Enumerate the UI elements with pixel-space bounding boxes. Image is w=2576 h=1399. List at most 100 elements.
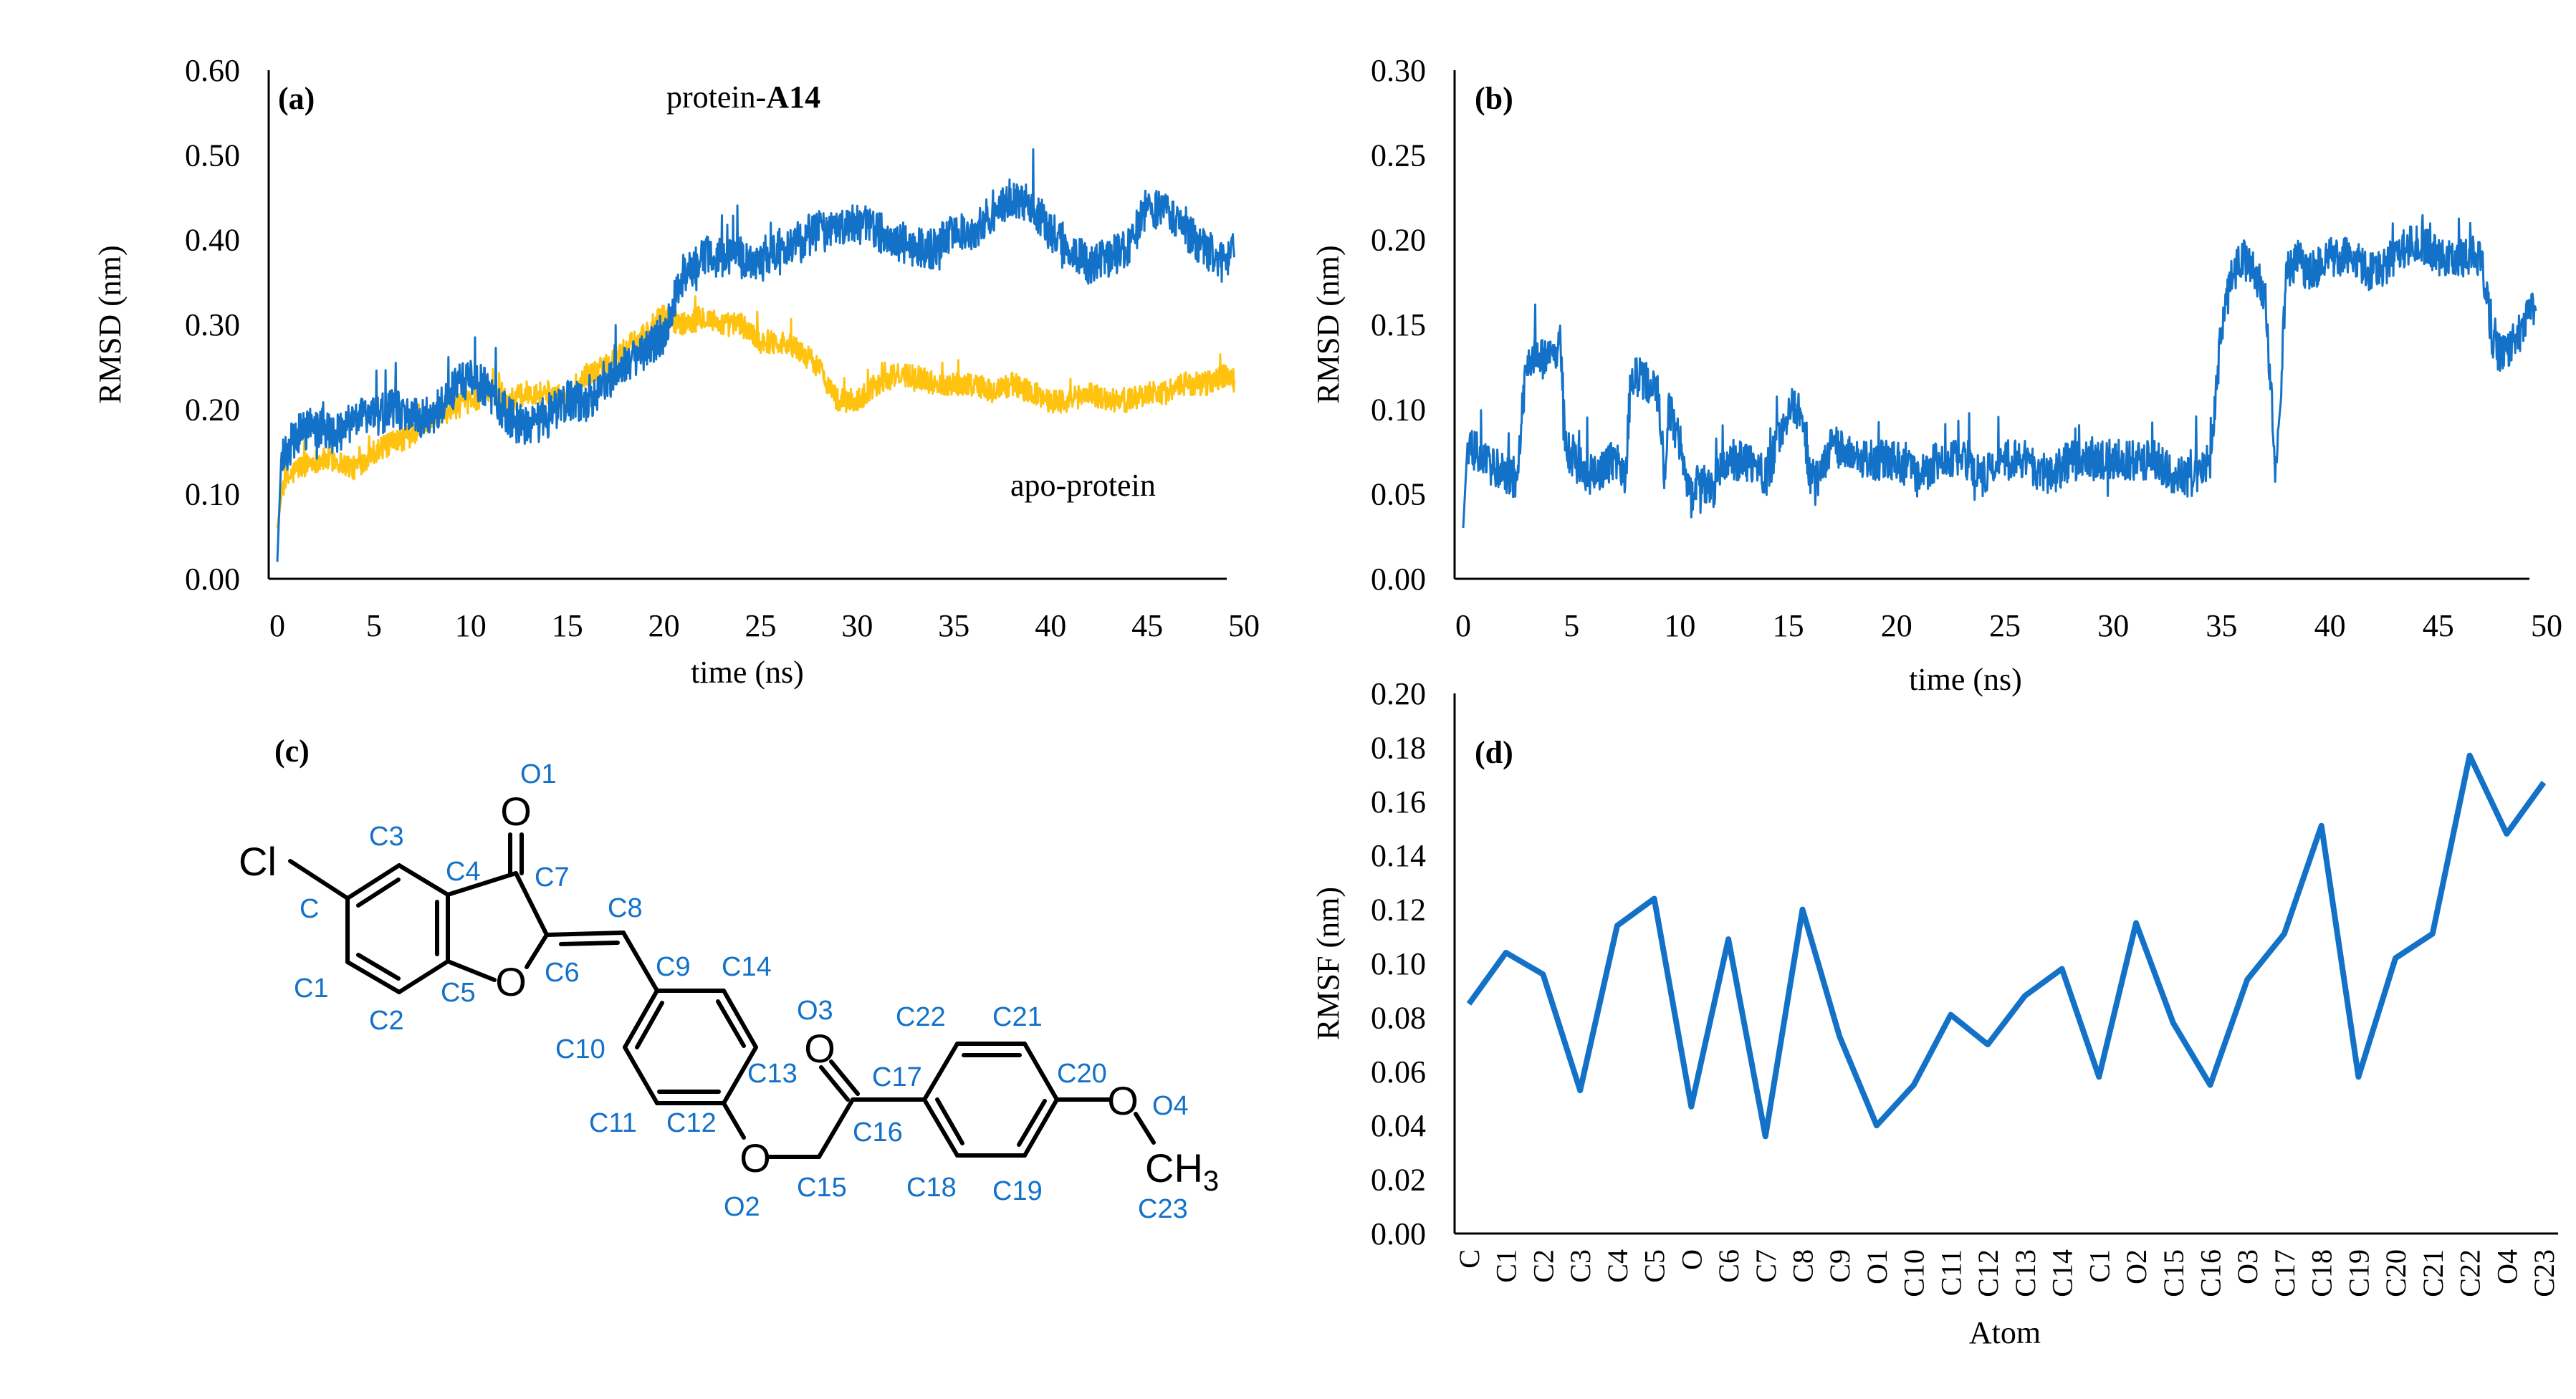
chart-a-y-tick: 0.50 bbox=[185, 138, 240, 173]
label-c14: C14 bbox=[722, 952, 772, 982]
chart-b-x-tick: 40 bbox=[2314, 608, 2346, 643]
chart-a-y-tick: 0.60 bbox=[185, 53, 240, 88]
bond-c12-o2 bbox=[722, 1101, 746, 1140]
molecule-atom-labels: O1 C3 C4 C7 C C8 C1 C6 C9 C14 C2 C5 O3 C… bbox=[294, 759, 1189, 1224]
chart-d-x-tick: C21 bbox=[2417, 1249, 2449, 1297]
chart-d-panel-label: (d) bbox=[1475, 735, 1513, 770]
label-c8: C8 bbox=[608, 893, 643, 923]
label-c1: C1 bbox=[294, 973, 329, 1004]
molecule-bonds bbox=[288, 832, 1156, 1159]
chart-d-x-tick: C2 bbox=[1527, 1249, 1559, 1283]
chart-a-y-tick: 0.30 bbox=[185, 307, 240, 342]
chart-d-y-tick: 0.08 bbox=[1371, 1000, 1426, 1035]
chart-a-annotation-apo-protein: apo-protein bbox=[1010, 468, 1156, 503]
chart-b-y-tick: 0.20 bbox=[1371, 223, 1426, 258]
chart-d-x-tick: O1 bbox=[1861, 1249, 1893, 1284]
chart-a-x-tick: 15 bbox=[552, 608, 583, 643]
label-c20: C20 bbox=[1057, 1059, 1107, 1089]
chart-a-y-tick: 0.40 bbox=[185, 223, 240, 258]
chart-b-series-ligand bbox=[1462, 213, 2537, 529]
atom-o2: O bbox=[739, 1135, 771, 1181]
bond-c4-c7 bbox=[446, 871, 518, 897]
chart-d-y-tick: 0.18 bbox=[1371, 730, 1426, 765]
chart-d-x-tick: C18 bbox=[2306, 1249, 2338, 1297]
label-c3: C3 bbox=[369, 822, 404, 852]
chart-b-x-tick: 15 bbox=[1773, 608, 1804, 643]
bond-c20-c19 bbox=[1023, 1097, 1059, 1158]
chart-d-x-tick: C11 bbox=[1935, 1249, 1967, 1296]
chart-b-series bbox=[1462, 213, 2537, 529]
bond-c10-c9 bbox=[623, 989, 659, 1049]
label-c5: C5 bbox=[441, 978, 476, 1008]
chart-b-y-tick: 0.05 bbox=[1371, 477, 1426, 512]
label-c4: C4 bbox=[446, 857, 481, 887]
chart-a-series bbox=[276, 148, 1235, 562]
bond-ring2-inner-1 bbox=[716, 999, 746, 1048]
molecule-atoms: Cl O O O O O CH3 bbox=[239, 789, 1219, 1197]
chart-a-ylabel: RMSD (nm) bbox=[92, 245, 128, 403]
chart-d-x-tick: O4 bbox=[2491, 1249, 2523, 1284]
bond-c14-c13 bbox=[722, 989, 758, 1049]
chart-d-y-tick: 0.16 bbox=[1371, 784, 1426, 819]
chart-a: 0.00 0.10 0.20 0.30 0.40 0.50 0.60 0 5 10 15 20 25 30… bbox=[92, 53, 1260, 690]
chart-a-x-tick: 50 bbox=[1228, 608, 1260, 643]
molecule-structure: (c) bbox=[239, 734, 1219, 1224]
atom-ch3: CH3 bbox=[1145, 1145, 1219, 1197]
chart-d-x-tick: C10 bbox=[1898, 1249, 1930, 1297]
chart-a-x-tick: 20 bbox=[648, 608, 680, 643]
label-o3: O3 bbox=[797, 996, 833, 1026]
bond-c17-c22 bbox=[922, 1042, 959, 1102]
label-c9: C9 bbox=[656, 952, 691, 982]
bond-ring3-inner-2 bbox=[1017, 1099, 1047, 1147]
chart-a-x-tick: 0 bbox=[269, 608, 285, 643]
bond-ring2-inner-3 bbox=[635, 1001, 664, 1049]
chart-d-x-tick: C5 bbox=[1639, 1249, 1671, 1283]
chart-b-x-tick: 25 bbox=[1989, 608, 2021, 643]
chart-d-y-tick: 0.00 bbox=[1371, 1216, 1426, 1251]
chart-a-x-tick: 45 bbox=[1131, 608, 1163, 643]
chart-b-y-tick: 0.15 bbox=[1371, 307, 1426, 342]
bond-benzo-inner-1 bbox=[356, 878, 401, 908]
bond-c21-c20 bbox=[1023, 1042, 1059, 1102]
chart-b-x-tick: 20 bbox=[1881, 608, 1912, 643]
atom-o1: O bbox=[500, 789, 532, 834]
chart-d-x-tick: C13 bbox=[2009, 1249, 2041, 1297]
chart-a-xlabel: time (ns) bbox=[691, 655, 804, 690]
chart-b-x-tick: 50 bbox=[2531, 608, 2562, 643]
bond-c18-c17 bbox=[922, 1097, 959, 1158]
chart-d-x-tick: C3 bbox=[1564, 1249, 1596, 1283]
chart-d-x-tick: C bbox=[1453, 1249, 1485, 1269]
chart-a-series-protein-A14 bbox=[276, 148, 1235, 562]
chart-d-tick-labels: 0.00 0.02 0.04 0.06 0.08 0.10 0.12 0.14 0.16 0.18… bbox=[1371, 676, 2560, 1297]
label-c15: C15 bbox=[797, 1173, 847, 1203]
atom-o4: O bbox=[1107, 1078, 1139, 1123]
chart-d-y-tick: 0.02 bbox=[1371, 1163, 1426, 1198]
chart-a-x-tick: 25 bbox=[745, 608, 777, 643]
bond-c8-c9 bbox=[621, 931, 659, 993]
chart-a-y-tick: 0.20 bbox=[185, 392, 240, 427]
label-c7: C7 bbox=[535, 862, 570, 893]
chart-d-x-tick: O3 bbox=[2231, 1249, 2264, 1284]
bond-c16-o3-a bbox=[819, 1065, 850, 1102]
chart-b-xlabel: time (ns) bbox=[1909, 662, 2022, 697]
chart-b-x-tick: 30 bbox=[2097, 608, 2129, 643]
chart-d-x-tick: O2 bbox=[2120, 1249, 2153, 1284]
bond-c6-c8 bbox=[545, 931, 626, 937]
chart-b-ylabel: RMSD (nm) bbox=[1311, 245, 1346, 403]
atom-cl: Cl bbox=[239, 839, 277, 884]
label-c10: C10 bbox=[555, 1034, 605, 1064]
chart-d-y-tick: 0.06 bbox=[1371, 1054, 1426, 1090]
chart-d-x-tick: C6 bbox=[1713, 1249, 1745, 1283]
bond-c6-c8-inner bbox=[559, 941, 620, 946]
chart-d-x-tick: C14 bbox=[2046, 1249, 2079, 1297]
chart-d: 0.00 0.02 0.04 0.06 0.08 0.10 0.12 0.14 0.16 0.18… bbox=[1311, 676, 2560, 1350]
bond-benzo-inner-3 bbox=[356, 953, 401, 981]
label-c18: C18 bbox=[906, 1173, 957, 1203]
panel-c-label: (c) bbox=[274, 734, 310, 769]
chart-d-x-tick: C1 bbox=[1490, 1249, 1523, 1283]
chart-d-x-tick: C8 bbox=[1787, 1249, 1819, 1283]
chart-d-ylabel: RMSF (nm) bbox=[1311, 887, 1346, 1040]
chart-d-series-line bbox=[1466, 752, 2547, 1140]
bond-c7-c6 bbox=[514, 871, 549, 937]
chart-d-y-tick: 0.04 bbox=[1371, 1108, 1426, 1143]
